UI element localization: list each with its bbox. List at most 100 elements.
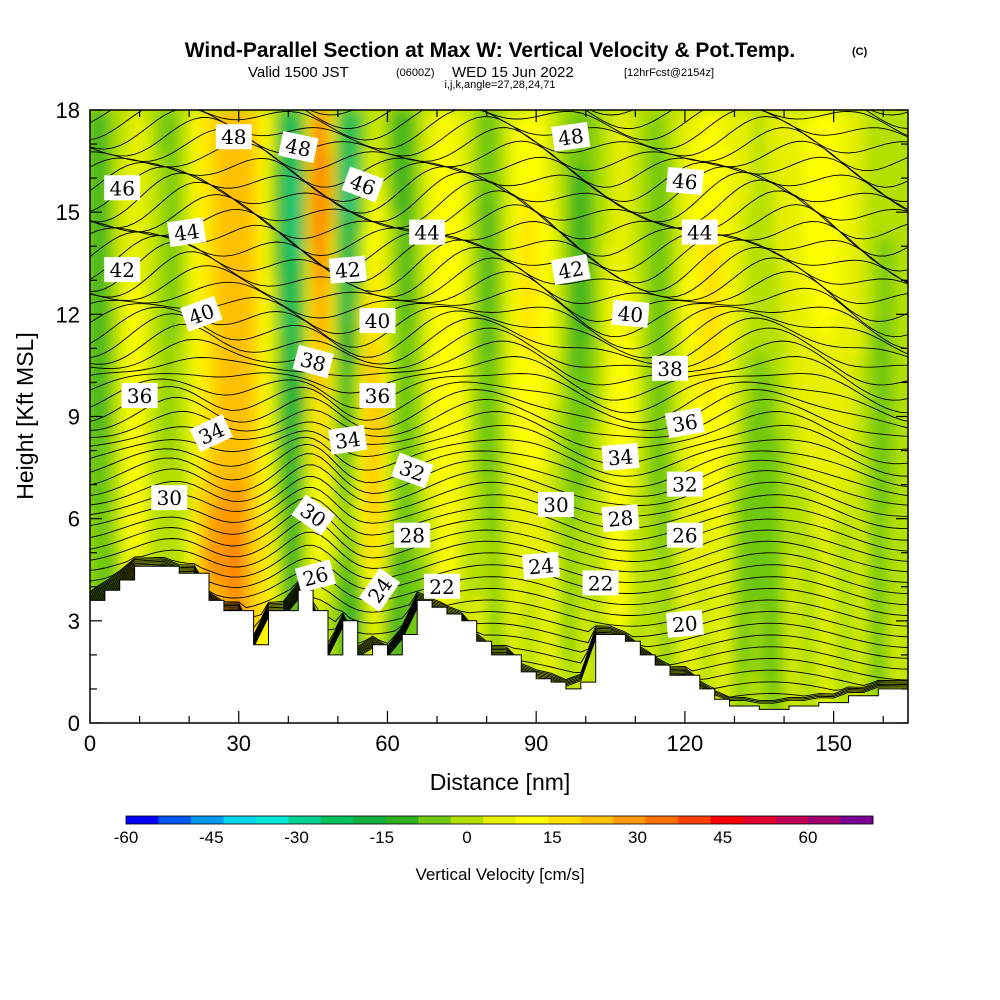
velocity-cell xyxy=(751,629,760,639)
velocity-cell xyxy=(565,382,574,392)
velocity-cell xyxy=(246,433,255,443)
velocity-cell xyxy=(558,476,567,486)
velocity-cell xyxy=(484,476,493,486)
velocity-cell xyxy=(454,356,463,367)
velocity-cell xyxy=(476,544,485,554)
velocity-cell xyxy=(119,356,128,367)
velocity-cell xyxy=(156,416,165,426)
velocity-cell xyxy=(186,339,195,349)
velocity-cell xyxy=(603,620,612,630)
velocity-cell xyxy=(573,535,582,545)
velocity-cell xyxy=(313,416,322,426)
velocity-cell xyxy=(513,544,522,554)
velocity-cell xyxy=(774,637,783,647)
velocity-cell xyxy=(796,467,805,477)
velocity-cell xyxy=(156,510,165,520)
velocity-cell xyxy=(736,501,745,511)
velocity-cell xyxy=(818,569,827,579)
velocity-cell xyxy=(551,620,560,630)
velocity-cell xyxy=(655,569,664,579)
velocity-cell xyxy=(543,467,552,477)
velocity-cell xyxy=(655,459,664,469)
velocity-cell xyxy=(275,595,284,605)
velocity-cell xyxy=(223,356,232,367)
velocity-cell xyxy=(774,544,783,554)
velocity-cell xyxy=(521,654,530,664)
velocity-cell xyxy=(223,467,232,477)
velocity-cell xyxy=(469,373,478,384)
velocity-cell xyxy=(789,459,798,469)
velocity-cell xyxy=(670,646,679,656)
velocity-cell xyxy=(818,407,827,418)
velocity-cell xyxy=(841,518,850,528)
velocity-cell xyxy=(580,390,589,401)
velocity-cell xyxy=(156,442,165,452)
velocity-cell xyxy=(357,339,366,349)
velocity-cell xyxy=(558,671,567,682)
velocity-cell xyxy=(789,467,798,477)
velocity-cell xyxy=(275,382,284,392)
velocity-cell xyxy=(461,518,470,528)
velocity-cell xyxy=(231,382,240,392)
velocity-cell xyxy=(855,663,864,673)
velocity-cell xyxy=(365,501,374,511)
velocity-cell xyxy=(603,339,612,349)
velocity-cell xyxy=(826,552,835,562)
velocity-cell xyxy=(818,654,827,664)
velocity-cell xyxy=(774,518,783,528)
velocity-cell xyxy=(491,569,500,579)
velocity-cell xyxy=(491,339,500,349)
velocity-cell xyxy=(469,518,478,528)
velocity-cell xyxy=(417,433,426,443)
velocity-cell xyxy=(766,450,775,460)
velocity-cell xyxy=(781,501,790,511)
velocity-cell xyxy=(751,680,760,690)
velocity-cell xyxy=(521,467,530,477)
velocity-cell xyxy=(736,697,745,707)
velocity-cell xyxy=(632,416,641,426)
velocity-cell xyxy=(759,561,768,571)
velocity-cell xyxy=(342,561,351,571)
velocity-cell xyxy=(789,356,798,367)
velocity-cell xyxy=(640,552,649,562)
velocity-cell xyxy=(335,552,344,562)
velocity-cell xyxy=(268,586,277,596)
velocity-cell xyxy=(551,442,560,452)
velocity-cell xyxy=(796,501,805,511)
velocity-cell xyxy=(855,527,864,537)
velocity-cell xyxy=(774,450,783,460)
velocity-cell xyxy=(357,356,366,367)
velocity-cell xyxy=(893,586,902,596)
velocity-cell xyxy=(484,416,493,426)
velocity-cell xyxy=(759,459,768,469)
velocity-cell xyxy=(127,561,136,571)
velocity-cell xyxy=(662,476,671,486)
velocity-cell xyxy=(759,552,768,562)
velocity-cell xyxy=(848,569,857,579)
velocity-cell xyxy=(223,450,232,460)
velocity-cell xyxy=(231,399,240,409)
velocity-cell xyxy=(216,527,225,537)
velocity-cell xyxy=(759,586,768,596)
velocity-cell xyxy=(573,518,582,528)
velocity-cell xyxy=(231,578,240,588)
velocity-cell xyxy=(417,373,426,384)
velocity-cell xyxy=(826,356,835,367)
velocity-cell xyxy=(372,620,381,630)
velocity-cell xyxy=(565,373,574,384)
velocity-cell xyxy=(833,671,842,682)
velocity-cell xyxy=(119,425,128,435)
velocity-cell xyxy=(327,416,336,426)
velocity-cell xyxy=(461,493,470,503)
velocity-cell xyxy=(632,620,641,630)
velocity-cell xyxy=(855,510,864,520)
velocity-cell xyxy=(261,348,270,358)
velocity-cell xyxy=(417,493,426,503)
velocity-cell xyxy=(476,339,485,349)
velocity-cell xyxy=(848,518,857,528)
velocity-cell xyxy=(729,569,738,579)
velocity-cell xyxy=(320,390,329,401)
velocity-cell xyxy=(499,416,508,426)
velocity-cell xyxy=(789,518,798,528)
